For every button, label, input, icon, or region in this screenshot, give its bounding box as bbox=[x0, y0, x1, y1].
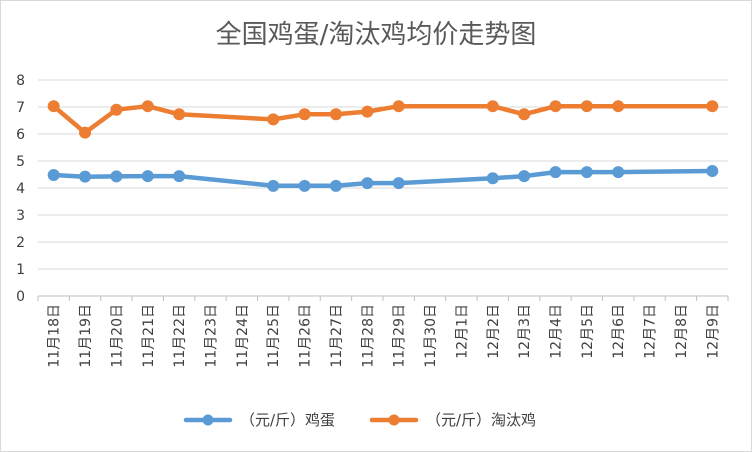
x-tick-label: 12月6日 bbox=[611, 304, 627, 359]
x-tick-label: 11月30日 bbox=[423, 304, 439, 368]
y-tick-label: 3 bbox=[16, 208, 25, 224]
data-point bbox=[110, 103, 123, 116]
x-tick-label: 11月27日 bbox=[329, 304, 345, 368]
data-point bbox=[298, 108, 311, 121]
chart-title: 全国鸡蛋/淘汰鸡均价走势图 bbox=[216, 20, 537, 50]
series-line-2 bbox=[51, 103, 715, 135]
x-tick-label: 12月2日 bbox=[486, 304, 502, 359]
x-tick-label: 12月8日 bbox=[674, 304, 690, 359]
y-tick-label: 5 bbox=[16, 154, 25, 170]
data-point bbox=[267, 113, 280, 126]
data-point bbox=[79, 170, 92, 183]
x-tick-label: 11月18日 bbox=[47, 304, 63, 368]
data-point bbox=[47, 169, 60, 182]
data-point bbox=[706, 164, 719, 177]
x-tick-label: 11月19日 bbox=[78, 304, 94, 368]
data-point bbox=[329, 179, 342, 192]
x-tick-label: 11月29日 bbox=[392, 304, 408, 368]
legend-marker bbox=[388, 414, 400, 426]
data-point bbox=[361, 105, 374, 118]
data-point bbox=[518, 108, 531, 121]
x-tick-label: 11月21日 bbox=[141, 304, 157, 368]
x-tick-label: 11月20日 bbox=[109, 304, 125, 368]
y-tick-label: 2 bbox=[16, 235, 25, 251]
data-point bbox=[329, 108, 342, 121]
x-tick-label: 12月5日 bbox=[580, 304, 596, 359]
x-tick-label: 11月23日 bbox=[204, 304, 220, 368]
y-tick-label: 4 bbox=[16, 181, 25, 197]
legend: （元/斤）鸡蛋 （元/斤）淘汰鸡 bbox=[183, 411, 536, 429]
x-tick-label: 11月25日 bbox=[266, 304, 282, 368]
data-point bbox=[486, 100, 499, 113]
y-tick-label: 8 bbox=[16, 73, 25, 89]
data-point bbox=[518, 170, 531, 183]
data-point bbox=[173, 108, 186, 121]
data-point bbox=[392, 100, 405, 113]
data-point bbox=[580, 100, 593, 113]
data-point bbox=[486, 172, 499, 185]
data-point bbox=[361, 177, 374, 190]
data-point bbox=[706, 100, 719, 113]
x-axis-ticks: 11月18日 11月19日 11月20日 11月21日 11月22日 11月23日 11月2… bbox=[37, 296, 729, 368]
grid bbox=[38, 79, 728, 297]
data-point bbox=[392, 177, 405, 190]
data-point bbox=[267, 179, 280, 192]
x-tick-label: 12月4日 bbox=[549, 304, 565, 359]
data-point bbox=[298, 179, 311, 192]
x-tick-label: 12月9日 bbox=[705, 304, 721, 359]
x-tick-label: 11月26日 bbox=[298, 304, 314, 368]
x-tick-label: 12月3日 bbox=[517, 304, 533, 359]
data-point bbox=[580, 166, 593, 179]
data-point bbox=[79, 126, 92, 139]
legend-label: （元/斤）鸡蛋 bbox=[240, 411, 335, 429]
y-tick-label: 1 bbox=[16, 262, 25, 278]
y-tick-label: 0 bbox=[16, 289, 25, 305]
legend-label: （元/斤）淘汰鸡 bbox=[426, 411, 536, 429]
x-tick-label: 11月24日 bbox=[235, 304, 251, 368]
data-point bbox=[47, 100, 60, 113]
y-axis-ticks: 0 1 2 3 4 5 6 7 8 bbox=[16, 73, 25, 305]
data-point bbox=[549, 166, 562, 179]
legend-marker bbox=[202, 414, 214, 426]
series-group bbox=[47, 100, 719, 192]
data-point bbox=[110, 170, 123, 183]
x-tick-label: 11月28日 bbox=[360, 304, 376, 368]
series-line-1 bbox=[51, 168, 715, 189]
x-tick-label: 12月1日 bbox=[454, 304, 470, 359]
x-tick-label: 12月7日 bbox=[643, 304, 659, 359]
data-point bbox=[612, 100, 625, 113]
data-point bbox=[612, 166, 625, 179]
y-tick-label: 7 bbox=[16, 100, 25, 116]
x-tick-label: 11月22日 bbox=[172, 304, 188, 368]
data-point bbox=[141, 170, 154, 183]
y-tick-label: 6 bbox=[16, 127, 25, 143]
data-point bbox=[173, 170, 186, 183]
data-point bbox=[549, 100, 562, 113]
data-point bbox=[141, 100, 154, 113]
